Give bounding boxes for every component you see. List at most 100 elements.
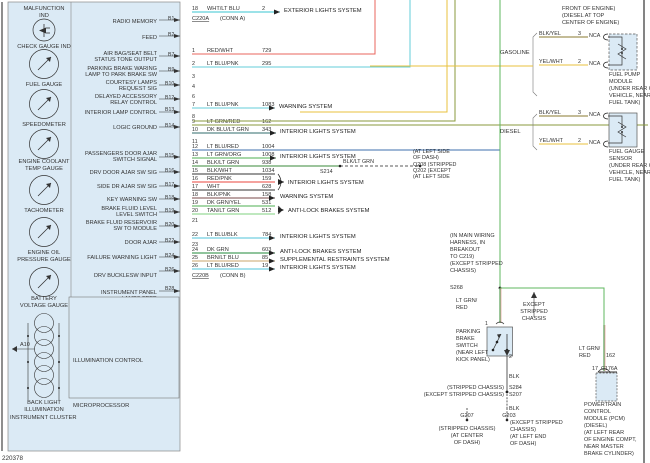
svg-text:B16: B16 bbox=[165, 168, 174, 174]
svg-text:FRONT OF ENGINE): FRONT OF ENGINE) bbox=[562, 6, 615, 12]
svg-text:B17: B17 bbox=[165, 182, 174, 188]
svg-text:162: 162 bbox=[606, 353, 615, 359]
svg-text:1034: 1034 bbox=[262, 168, 274, 174]
svg-text:(AT CENTER: (AT CENTER bbox=[451, 433, 484, 439]
svg-text:BRN/LT BLU: BRN/LT BLU bbox=[207, 255, 239, 261]
svg-text:NCA: NCA bbox=[589, 140, 601, 146]
svg-text:LT BLU/RED: LT BLU/RED bbox=[207, 144, 239, 150]
svg-text:REQUEST SIG: REQUEST SIG bbox=[119, 86, 157, 92]
svg-text:SPEEDOMETER: SPEEDOMETER bbox=[22, 122, 66, 128]
svg-text:(EXCEPT STRIPPED: (EXCEPT STRIPPED bbox=[510, 420, 563, 426]
svg-text:1004: 1004 bbox=[262, 144, 274, 150]
svg-text:BRAKE: BRAKE bbox=[456, 336, 475, 342]
svg-text:CHECK GAUGE IND: CHECK GAUGE IND bbox=[17, 44, 70, 50]
svg-text:BLK/LT GRN: BLK/LT GRN bbox=[207, 160, 239, 166]
svg-text:MALFUNCTION: MALFUNCTION bbox=[23, 6, 64, 12]
svg-text:26: 26 bbox=[192, 263, 198, 269]
svg-text:3: 3 bbox=[578, 31, 581, 37]
svg-text:2: 2 bbox=[509, 354, 512, 360]
svg-text:729: 729 bbox=[262, 48, 271, 54]
svg-text:18: 18 bbox=[192, 192, 198, 198]
svg-text:B24: B24 bbox=[165, 253, 174, 259]
svg-text:16: 16 bbox=[192, 176, 198, 182]
svg-text:B15: B15 bbox=[165, 153, 174, 159]
svg-text:BRAKE CYLINDER): BRAKE CYLINDER) bbox=[584, 451, 634, 457]
svg-text:CENTER OF ENGINE): CENTER OF ENGINE) bbox=[562, 20, 619, 26]
svg-text:(DIESEL): (DIESEL) bbox=[584, 423, 607, 429]
svg-text:OF DASH): OF DASH) bbox=[510, 441, 536, 447]
svg-text:159: 159 bbox=[262, 176, 271, 182]
svg-text:B14: B14 bbox=[165, 123, 174, 129]
svg-text:BACK LIGHT: BACK LIGHT bbox=[27, 400, 61, 406]
svg-text:25: 25 bbox=[192, 255, 198, 261]
svg-text:VEHICLE, NEAR: VEHICLE, NEAR bbox=[609, 93, 650, 99]
svg-text:S284: S284 bbox=[509, 385, 522, 391]
svg-text:21: 21 bbox=[192, 218, 198, 224]
svg-text:INTERIOR LAMP CONTROL: INTERIOR LAMP CONTROL bbox=[85, 110, 157, 116]
svg-text:22: 22 bbox=[192, 232, 198, 238]
svg-text:LT BLU/BLK: LT BLU/BLK bbox=[207, 232, 238, 238]
svg-text:B26: B26 bbox=[165, 267, 174, 273]
svg-text:3: 3 bbox=[578, 110, 581, 116]
svg-text:(CONN B): (CONN B) bbox=[220, 273, 246, 279]
svg-text:(EXCEPT STRIPPED CHASSIS): (EXCEPT STRIPPED CHASSIS) bbox=[424, 392, 504, 398]
svg-text:B7: B7 bbox=[168, 52, 174, 58]
svg-text:ILLUMINATION: ILLUMINATION bbox=[24, 407, 63, 413]
svg-text:FUEL TANK): FUEL TANK) bbox=[609, 177, 641, 183]
svg-text:DRV DOOR AJAR SW SIG: DRV DOOR AJAR SW SIG bbox=[90, 170, 157, 176]
svg-text:2: 2 bbox=[192, 61, 195, 67]
svg-text:ANTI-LOCK BRAKES SYSTEM: ANTI-LOCK BRAKES SYSTEM bbox=[288, 208, 370, 214]
svg-text:14: 14 bbox=[192, 160, 198, 166]
svg-text:B2: B2 bbox=[168, 32, 174, 38]
svg-text:LT BLU/PNK: LT BLU/PNK bbox=[207, 102, 239, 108]
svg-text:PARKING: PARKING bbox=[456, 329, 480, 335]
svg-text:(STRIPPED CHASSIS): (STRIPPED CHASSIS) bbox=[439, 426, 496, 432]
svg-text:LT GRN/ORG: LT GRN/ORG bbox=[207, 152, 241, 158]
svg-text:EXTERIOR LIGHTS SYSTEM: EXTERIOR LIGHTS SYSTEM bbox=[284, 8, 362, 14]
svg-text:YEL/WHT: YEL/WHT bbox=[539, 59, 564, 65]
svg-text:BLK: BLK bbox=[509, 406, 520, 412]
svg-text:ANTI-LOCK BRAKES SYSTEM: ANTI-LOCK BRAKES SYSTEM bbox=[280, 249, 362, 255]
svg-text:S214: S214 bbox=[320, 169, 333, 175]
svg-text:B1: B1 bbox=[168, 16, 174, 22]
svg-text:MICROPROCESSOR: MICROPROCESSOR bbox=[73, 403, 129, 409]
svg-text:(UNDER REAR OF: (UNDER REAR OF bbox=[609, 86, 650, 92]
svg-text:343: 343 bbox=[262, 127, 271, 133]
svg-text:C220B: C220B bbox=[192, 273, 209, 279]
svg-text:FAILURE WARNING LIGHT: FAILURE WARNING LIGHT bbox=[87, 255, 157, 261]
svg-text:FUEL TANK): FUEL TANK) bbox=[609, 100, 641, 106]
svg-text:EXCEPT: EXCEPT bbox=[523, 302, 546, 308]
svg-text:BLK/WHT: BLK/WHT bbox=[207, 168, 232, 174]
svg-text:B10: B10 bbox=[165, 81, 174, 87]
svg-text:512: 512 bbox=[262, 208, 271, 214]
svg-text:G203: G203 bbox=[502, 413, 515, 419]
svg-text:FUEL GAUGE: FUEL GAUGE bbox=[609, 149, 645, 155]
svg-text:DK GRN: DK GRN bbox=[207, 247, 229, 253]
svg-text:OF DASH): OF DASH) bbox=[454, 440, 480, 446]
svg-text:2: 2 bbox=[578, 59, 581, 65]
svg-text:C220A: C220A bbox=[192, 16, 209, 22]
svg-text:LT GRN/RED: LT GRN/RED bbox=[207, 119, 240, 125]
svg-text:FUEL PUMP: FUEL PUMP bbox=[609, 72, 641, 78]
svg-text:POWERTRAIN: POWERTRAIN bbox=[584, 402, 621, 408]
svg-text:531: 531 bbox=[262, 200, 271, 206]
svg-text:NCA: NCA bbox=[589, 61, 601, 67]
svg-text:15: 15 bbox=[192, 168, 198, 174]
svg-text:1: 1 bbox=[485, 321, 488, 327]
svg-text:DK BLU/LT GRN: DK BLU/LT GRN bbox=[207, 127, 249, 133]
svg-text:(CONN A): (CONN A) bbox=[220, 16, 245, 22]
svg-text:LT BLU/PNK: LT BLU/PNK bbox=[207, 61, 239, 67]
svg-text:SW TO MODULE: SW TO MODULE bbox=[113, 226, 157, 232]
svg-text:BLK/YEL: BLK/YEL bbox=[539, 110, 561, 116]
svg-text:TACHOMETER: TACHOMETER bbox=[24, 208, 63, 214]
svg-text:FUEL GAUGE: FUEL GAUGE bbox=[26, 82, 63, 88]
svg-text:(AT LEFT REAR: (AT LEFT REAR bbox=[584, 430, 624, 436]
svg-text:19: 19 bbox=[192, 200, 198, 206]
svg-text:RED: RED bbox=[579, 353, 591, 359]
svg-text:(AT LEFT END: (AT LEFT END bbox=[510, 434, 546, 440]
svg-text:FEED: FEED bbox=[142, 35, 157, 41]
svg-text:LT GRN/: LT GRN/ bbox=[579, 346, 601, 352]
svg-text:MODULE (PCM): MODULE (PCM) bbox=[584, 416, 625, 422]
svg-text:VEHICLE, NEAR: VEHICLE, NEAR bbox=[609, 170, 650, 176]
svg-text:WHT/LT BLU: WHT/LT BLU bbox=[207, 6, 240, 12]
